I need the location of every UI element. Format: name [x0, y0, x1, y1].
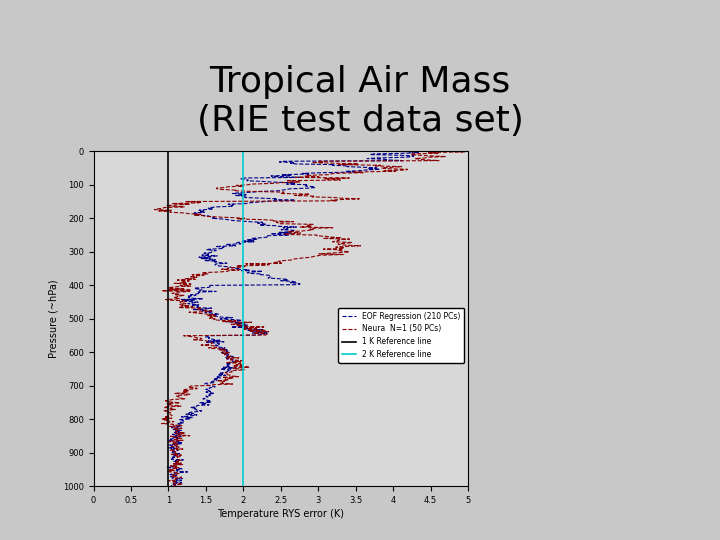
Y-axis label: Pressure (~hPa): Pressure (~hPa) — [49, 279, 59, 358]
X-axis label: Temperature RYS error (K): Temperature RYS error (K) — [217, 509, 344, 519]
Text: Tropical Air Mass
(RIE test data set): Tropical Air Mass (RIE test data set) — [197, 65, 523, 138]
Legend: EOF Regression (210 PCs), Neura  N=1 (50 PCs), 1 K Reference line, 2 K Reference: EOF Regression (210 PCs), Neura N=1 (50 … — [338, 308, 464, 363]
